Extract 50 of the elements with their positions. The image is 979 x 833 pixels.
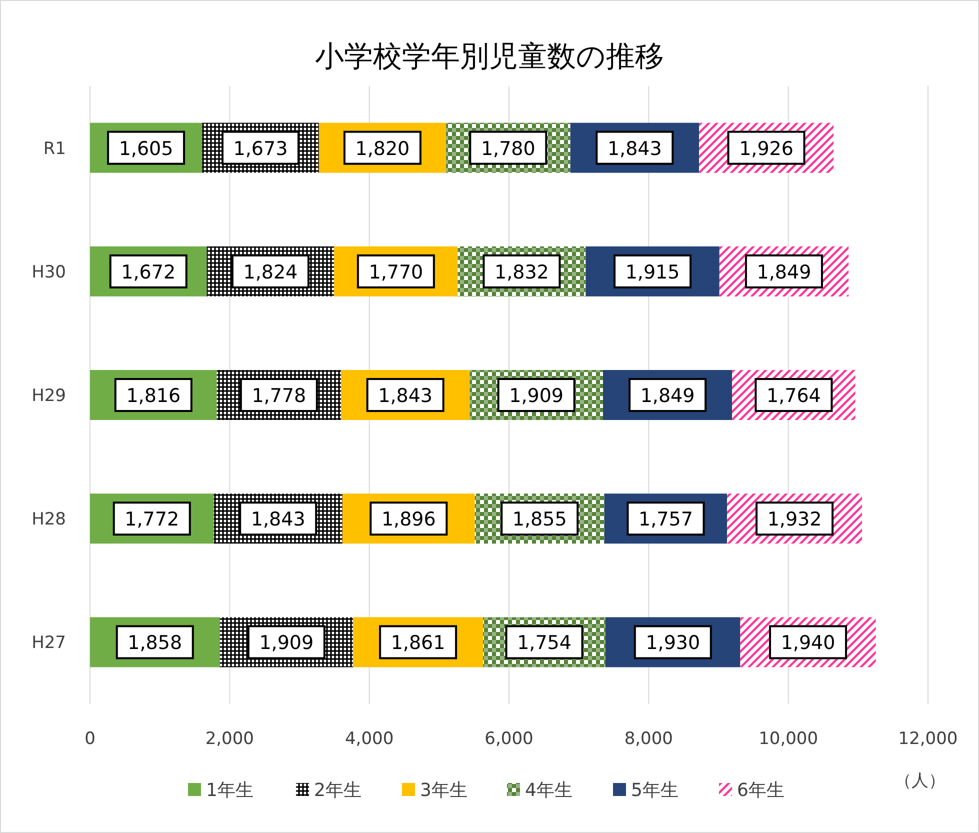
- data-label: 1,764: [766, 385, 821, 407]
- data-label: 1,915: [625, 261, 680, 284]
- data-label: 1,896: [381, 508, 436, 531]
- data-label: 1,673: [233, 138, 288, 160]
- x-axis-title: （人）: [894, 771, 946, 791]
- data-label: 1,757: [638, 508, 693, 531]
- legend-label: 4年生: [525, 780, 572, 801]
- legend-label: 2年生: [314, 780, 362, 801]
- y-tick-label: H28: [32, 510, 66, 530]
- data-label: 1,843: [250, 508, 306, 531]
- data-label: 1,861: [390, 632, 446, 654]
- data-label: 1,772: [124, 508, 180, 531]
- data-label: 1,843: [607, 138, 662, 160]
- y-tick-label: H29: [32, 386, 66, 406]
- data-label: 1,780: [480, 138, 536, 160]
- y-tick-label: H27: [32, 633, 66, 654]
- data-label: 1,843: [378, 385, 433, 407]
- x-tick-label: 2,000: [205, 729, 254, 749]
- x-tick-label: 0: [84, 729, 96, 749]
- data-label: 1,605: [118, 138, 174, 160]
- data-label: 1,672: [121, 261, 176, 284]
- data-label: 1,754: [517, 632, 572, 654]
- data-label: 1,855: [512, 508, 567, 531]
- data-label: 1,770: [368, 261, 424, 284]
- data-label: 1,940: [780, 632, 836, 654]
- data-label: 1,849: [640, 385, 695, 407]
- data-label: 1,926: [739, 138, 794, 160]
- data-label: 1,849: [756, 261, 812, 284]
- x-tick-label: 4,000: [344, 729, 394, 749]
- chart-title: 小学校学年別児童数の推移: [315, 39, 664, 73]
- data-label: 1,909: [509, 385, 564, 407]
- data-label: 1,824: [243, 261, 298, 284]
- x-tick-label: 6,000: [484, 729, 534, 749]
- y-tick-label: H30: [32, 262, 66, 282]
- x-tick-label: 8,000: [624, 729, 674, 749]
- legend-label: 3年生: [420, 780, 468, 801]
- data-label: 1,778: [252, 385, 306, 407]
- data-label: 1,909: [259, 632, 314, 654]
- y-tick-label: R1: [43, 138, 66, 159]
- data-label: 1,932: [767, 508, 822, 531]
- legend-label: 5年生: [631, 780, 678, 801]
- data-label: 1,816: [126, 385, 181, 407]
- legend-label: 1年生: [206, 780, 254, 801]
- x-tick-label: 12,000: [898, 729, 958, 749]
- data-label: 1,858: [128, 632, 182, 654]
- data-label: 1,820: [355, 138, 410, 160]
- data-label: 1,930: [646, 632, 700, 654]
- x-tick-label: 10,000: [758, 729, 818, 749]
- legend-label: 6年生: [737, 780, 784, 801]
- data-label: 1,832: [494, 261, 549, 284]
